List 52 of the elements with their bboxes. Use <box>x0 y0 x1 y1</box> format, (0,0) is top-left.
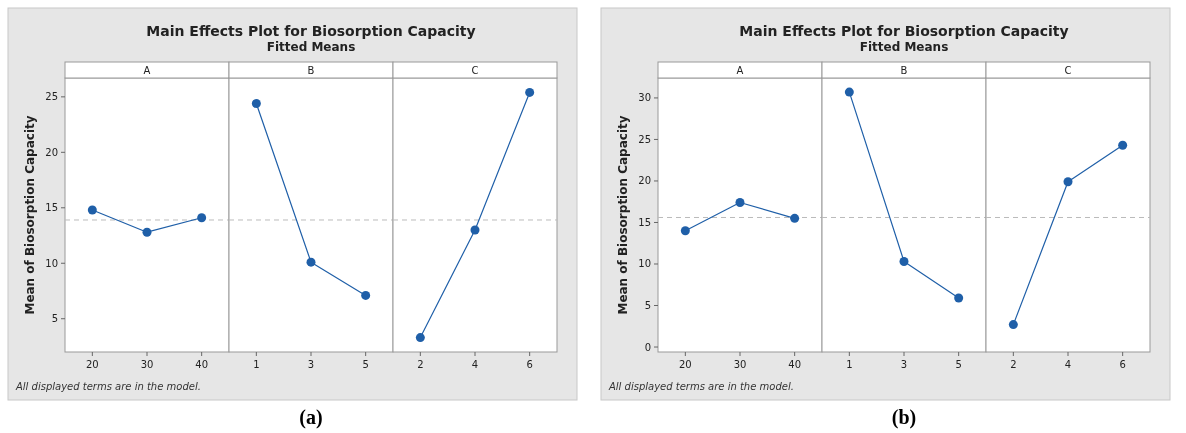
point <box>197 213 207 223</box>
y-tick-label: 0 <box>644 341 651 353</box>
x-axis-title: A <box>736 65 744 76</box>
text: (a) <box>299 406 323 429</box>
x-tick-label: 2 <box>417 359 424 370</box>
chart-title: Main Effects Plot for Biosorption Capacity <box>146 23 476 39</box>
y-axis-title: Mean of Biosorption Capacity <box>616 115 630 315</box>
y-tick-label: 15 <box>638 216 651 228</box>
y-tick-label: 25 <box>45 91 58 103</box>
x-tick-label: 20 <box>85 359 99 370</box>
x-tick-label: 3 <box>900 359 908 370</box>
x-tick-label: 5 <box>955 359 962 370</box>
y-tick-label: 10 <box>638 258 651 270</box>
x-tick-label: 20 <box>678 359 692 370</box>
x-tick-label: 30 <box>140 359 154 370</box>
y-tick-label: 15 <box>45 202 58 214</box>
point <box>680 226 690 236</box>
x-tick-label: 1 <box>846 359 853 370</box>
y-tick-label: 5 <box>51 313 58 325</box>
x-tick-label: 4 <box>471 359 479 370</box>
text: All displayed terms are in the model. <box>15 381 201 392</box>
x-tick-label: 30 <box>733 359 747 370</box>
point <box>142 227 152 237</box>
x-tick-label: 6 <box>1119 359 1126 370</box>
text: All displayed terms are in the model. <box>608 381 794 392</box>
y-axis-title: Mean of Biosorption Capacity <box>23 115 37 315</box>
x-axis-title: B <box>307 65 315 76</box>
text: (b) <box>891 406 917 429</box>
point <box>735 198 745 208</box>
chart-title: Main Effects Plot for Biosorption Capacity <box>739 23 1069 39</box>
point <box>87 205 97 215</box>
x-tick-label: 6 <box>526 359 533 370</box>
y-tick-label: 10 <box>45 257 58 269</box>
x-tick-label: 5 <box>362 359 369 370</box>
point <box>790 213 800 223</box>
x-tick-label: 40 <box>195 359 209 370</box>
y-tick-label: 25 <box>638 133 651 145</box>
x-tick-label: 40 <box>788 359 802 370</box>
x-tick-label: 4 <box>1064 359 1072 370</box>
x-axis-title: A <box>143 65 151 76</box>
chart-subtitle: Fitted Means <box>859 40 949 54</box>
y-tick-label: 5 <box>644 300 651 311</box>
x-tick-label: 3 <box>307 359 315 370</box>
x-tick-label: 2 <box>1010 359 1017 370</box>
x-tick-label: 1 <box>253 359 260 370</box>
y-tick-label: 30 <box>638 92 651 104</box>
x-axis-title: C <box>1064 65 1072 76</box>
chart-subtitle: Fitted Means <box>266 40 356 54</box>
y-tick-label: 20 <box>45 146 58 158</box>
x-axis-title: C <box>471 65 479 76</box>
y-tick-label: 20 <box>638 175 651 187</box>
x-axis-title: B <box>900 65 908 76</box>
